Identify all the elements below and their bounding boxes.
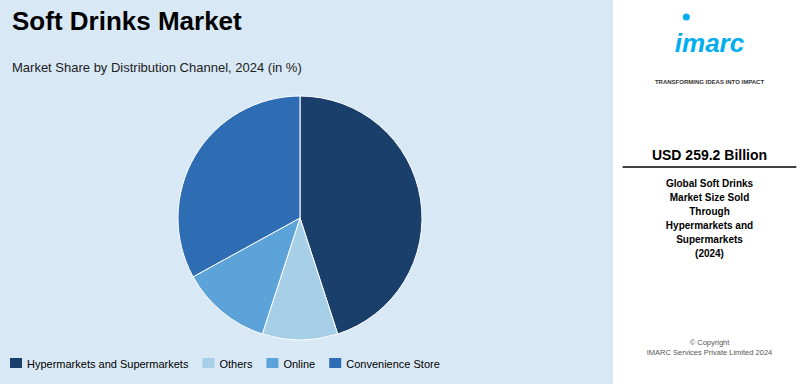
description-line: Hypermarkets and <box>666 220 753 231</box>
subtitle: Market Share by Distribution Channel, 20… <box>12 60 302 75</box>
value-headline-line: USD 259.2 Billion <box>652 147 767 163</box>
logo-text-line: imarc <box>675 28 745 58</box>
pie-slice <box>178 96 300 277</box>
legend-item: Convenience Store <box>329 358 440 370</box>
legend-label: Convenience Store <box>346 358 440 370</box>
description-line: Through <box>689 206 730 217</box>
description-line: Supermarkets <box>676 234 743 245</box>
chart: Soft Drinks Market Market Share by Distri… <box>0 0 806 384</box>
side-panel <box>613 0 806 384</box>
title: Soft Drinks Market <box>12 6 242 36</box>
legend-swatch <box>10 358 22 368</box>
copyright-line: IMARC Services Private Limited 2024 <box>647 348 772 357</box>
legend-swatch <box>266 358 278 368</box>
legend-swatch <box>202 358 214 368</box>
legend-label: Others <box>219 358 253 370</box>
background <box>0 0 806 384</box>
logo-dot <box>683 14 690 21</box>
tagline: TRANSFORMING IDEAS INTO IMPACT <box>655 79 764 85</box>
value-headline: USD 259.2 Billion <box>652 147 767 163</box>
description-line: Global Soft Drinks <box>666 178 754 189</box>
tagline-line: TRANSFORMING IDEAS INTO IMPACT <box>655 79 764 85</box>
legend: Hypermarkets and Supermarkets Others Onlin… <box>10 358 440 370</box>
legend-label: Hypermarkets and Supermarkets <box>27 358 189 370</box>
pie <box>178 96 422 340</box>
logo-text: imarc <box>675 28 745 58</box>
description-line: (2024) <box>695 248 724 259</box>
copyright-line: © Copyright <box>690 338 731 347</box>
description-line: Market Size Sold <box>670 192 749 203</box>
copyright: © CopyrightIMARC Services Private Limite… <box>647 338 772 357</box>
description: Global Soft Drinks Market Size Sold Throug… <box>666 178 754 259</box>
legend-item: Online <box>266 358 315 370</box>
legend-swatch <box>329 358 341 368</box>
separator <box>623 166 797 168</box>
legend-label: Online <box>283 358 315 370</box>
legend-item: Others <box>202 358 253 370</box>
legend-item: Hypermarkets and Supermarkets <box>10 358 189 370</box>
